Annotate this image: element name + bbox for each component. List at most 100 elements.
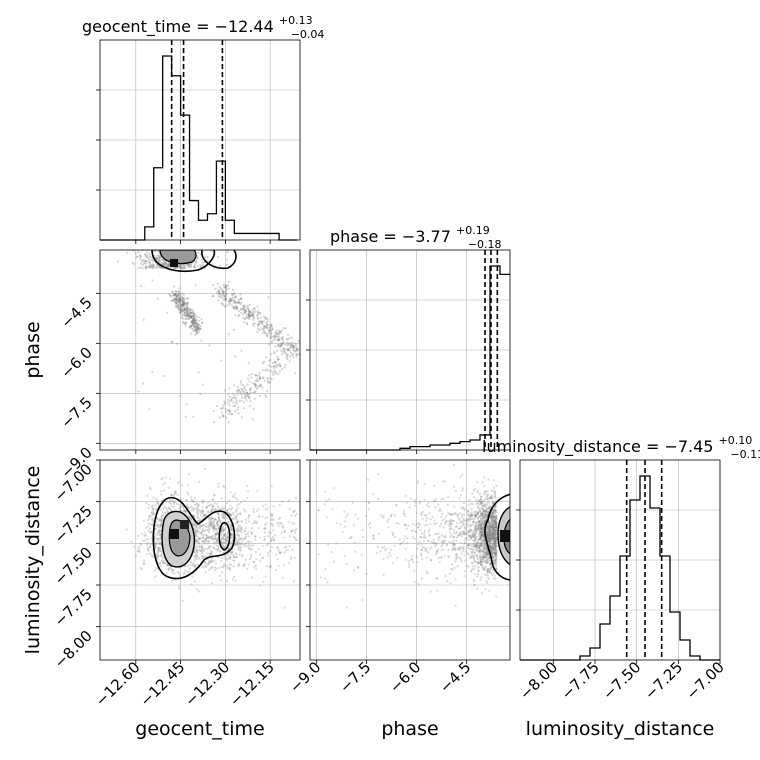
sample-point <box>224 538 227 542</box>
sample-point <box>212 526 215 529</box>
sample-point <box>290 529 293 532</box>
sample-point <box>198 557 201 560</box>
sample-point <box>451 568 454 571</box>
sample-point <box>487 534 490 537</box>
sample-point <box>226 409 229 412</box>
sample-point <box>474 529 477 532</box>
sample-point <box>486 537 489 540</box>
sample-point <box>237 388 240 391</box>
sample-point <box>209 559 212 562</box>
sample-point <box>448 512 451 515</box>
sample-point <box>476 540 479 544</box>
sample-point <box>253 382 256 386</box>
sample-point <box>236 408 239 411</box>
sample-point <box>180 267 183 270</box>
sample-point <box>161 483 164 486</box>
sample-point <box>469 534 472 537</box>
sample-point <box>477 521 480 524</box>
sample-point <box>165 263 168 266</box>
sample-point <box>470 524 473 527</box>
sample-point <box>474 515 477 518</box>
sample-point <box>172 502 176 505</box>
sample-point <box>495 552 498 555</box>
sample-point <box>181 300 184 303</box>
sample-point <box>494 548 497 551</box>
sample-point <box>158 534 161 537</box>
sample-point <box>495 538 498 541</box>
sample-point <box>190 312 193 315</box>
sample-point <box>216 524 219 527</box>
sample-point <box>239 546 243 549</box>
sample-point <box>425 549 428 552</box>
sample-point <box>263 331 267 334</box>
sample-point <box>203 530 206 533</box>
sample-point <box>185 308 188 311</box>
sample-point <box>257 527 260 530</box>
sample-point <box>486 568 490 571</box>
sample-point <box>476 510 479 513</box>
sample-point <box>495 516 498 519</box>
sample-point <box>293 529 297 532</box>
sample-point <box>278 330 281 333</box>
sample-point <box>476 587 479 590</box>
sample-point <box>261 369 264 372</box>
sample-point <box>189 316 193 319</box>
sample-point <box>158 547 161 550</box>
sample-point <box>274 534 277 537</box>
sample-point <box>367 501 370 504</box>
sample-point <box>247 515 251 518</box>
sample-point <box>490 515 493 518</box>
sample-point <box>201 556 204 559</box>
sample-point <box>225 304 228 307</box>
sample-point <box>493 520 497 523</box>
sample-point <box>182 300 186 303</box>
sample-point <box>488 534 491 537</box>
sample-point <box>216 505 220 509</box>
sample-point <box>234 355 237 358</box>
sample-point <box>146 519 149 522</box>
sample-point <box>487 571 490 574</box>
sample-point <box>180 248 182 250</box>
sample-point <box>283 351 287 355</box>
sample-point <box>157 250 160 253</box>
sample-point <box>492 512 495 515</box>
sample-point <box>214 536 217 540</box>
sample-point <box>224 514 227 517</box>
sample-point <box>157 546 160 550</box>
sample-point <box>158 518 161 521</box>
sample-point <box>199 524 202 527</box>
sample-point <box>479 537 482 540</box>
sample-point <box>485 556 488 559</box>
sample-point <box>224 289 227 292</box>
sample-point <box>217 519 220 522</box>
sample-point <box>169 499 172 502</box>
sample-point <box>474 515 477 518</box>
sample-point <box>488 543 491 546</box>
sample-point <box>258 584 261 587</box>
sample-point <box>279 342 282 345</box>
sample-point <box>146 260 149 263</box>
sample-point <box>156 553 159 556</box>
sample-point <box>157 537 160 540</box>
sample-point <box>254 374 258 377</box>
sample-point <box>469 523 472 527</box>
sample-point <box>477 527 480 530</box>
sample-point <box>148 261 151 264</box>
sample-point <box>491 514 494 517</box>
sample-point <box>198 537 201 540</box>
sample-point <box>490 520 493 523</box>
sample-point <box>490 545 493 548</box>
sample-point <box>302 353 304 355</box>
sample-point <box>235 305 238 308</box>
sample-point <box>156 534 159 537</box>
sample-point <box>493 544 496 547</box>
sample-point <box>227 520 230 524</box>
sample-point <box>493 540 496 543</box>
sample-point <box>207 529 210 532</box>
sample-point <box>479 531 482 534</box>
sample-point <box>192 328 195 331</box>
sample-point <box>330 551 333 554</box>
sample-point <box>454 578 457 581</box>
sample-point <box>236 301 239 304</box>
sample-point <box>404 535 407 538</box>
